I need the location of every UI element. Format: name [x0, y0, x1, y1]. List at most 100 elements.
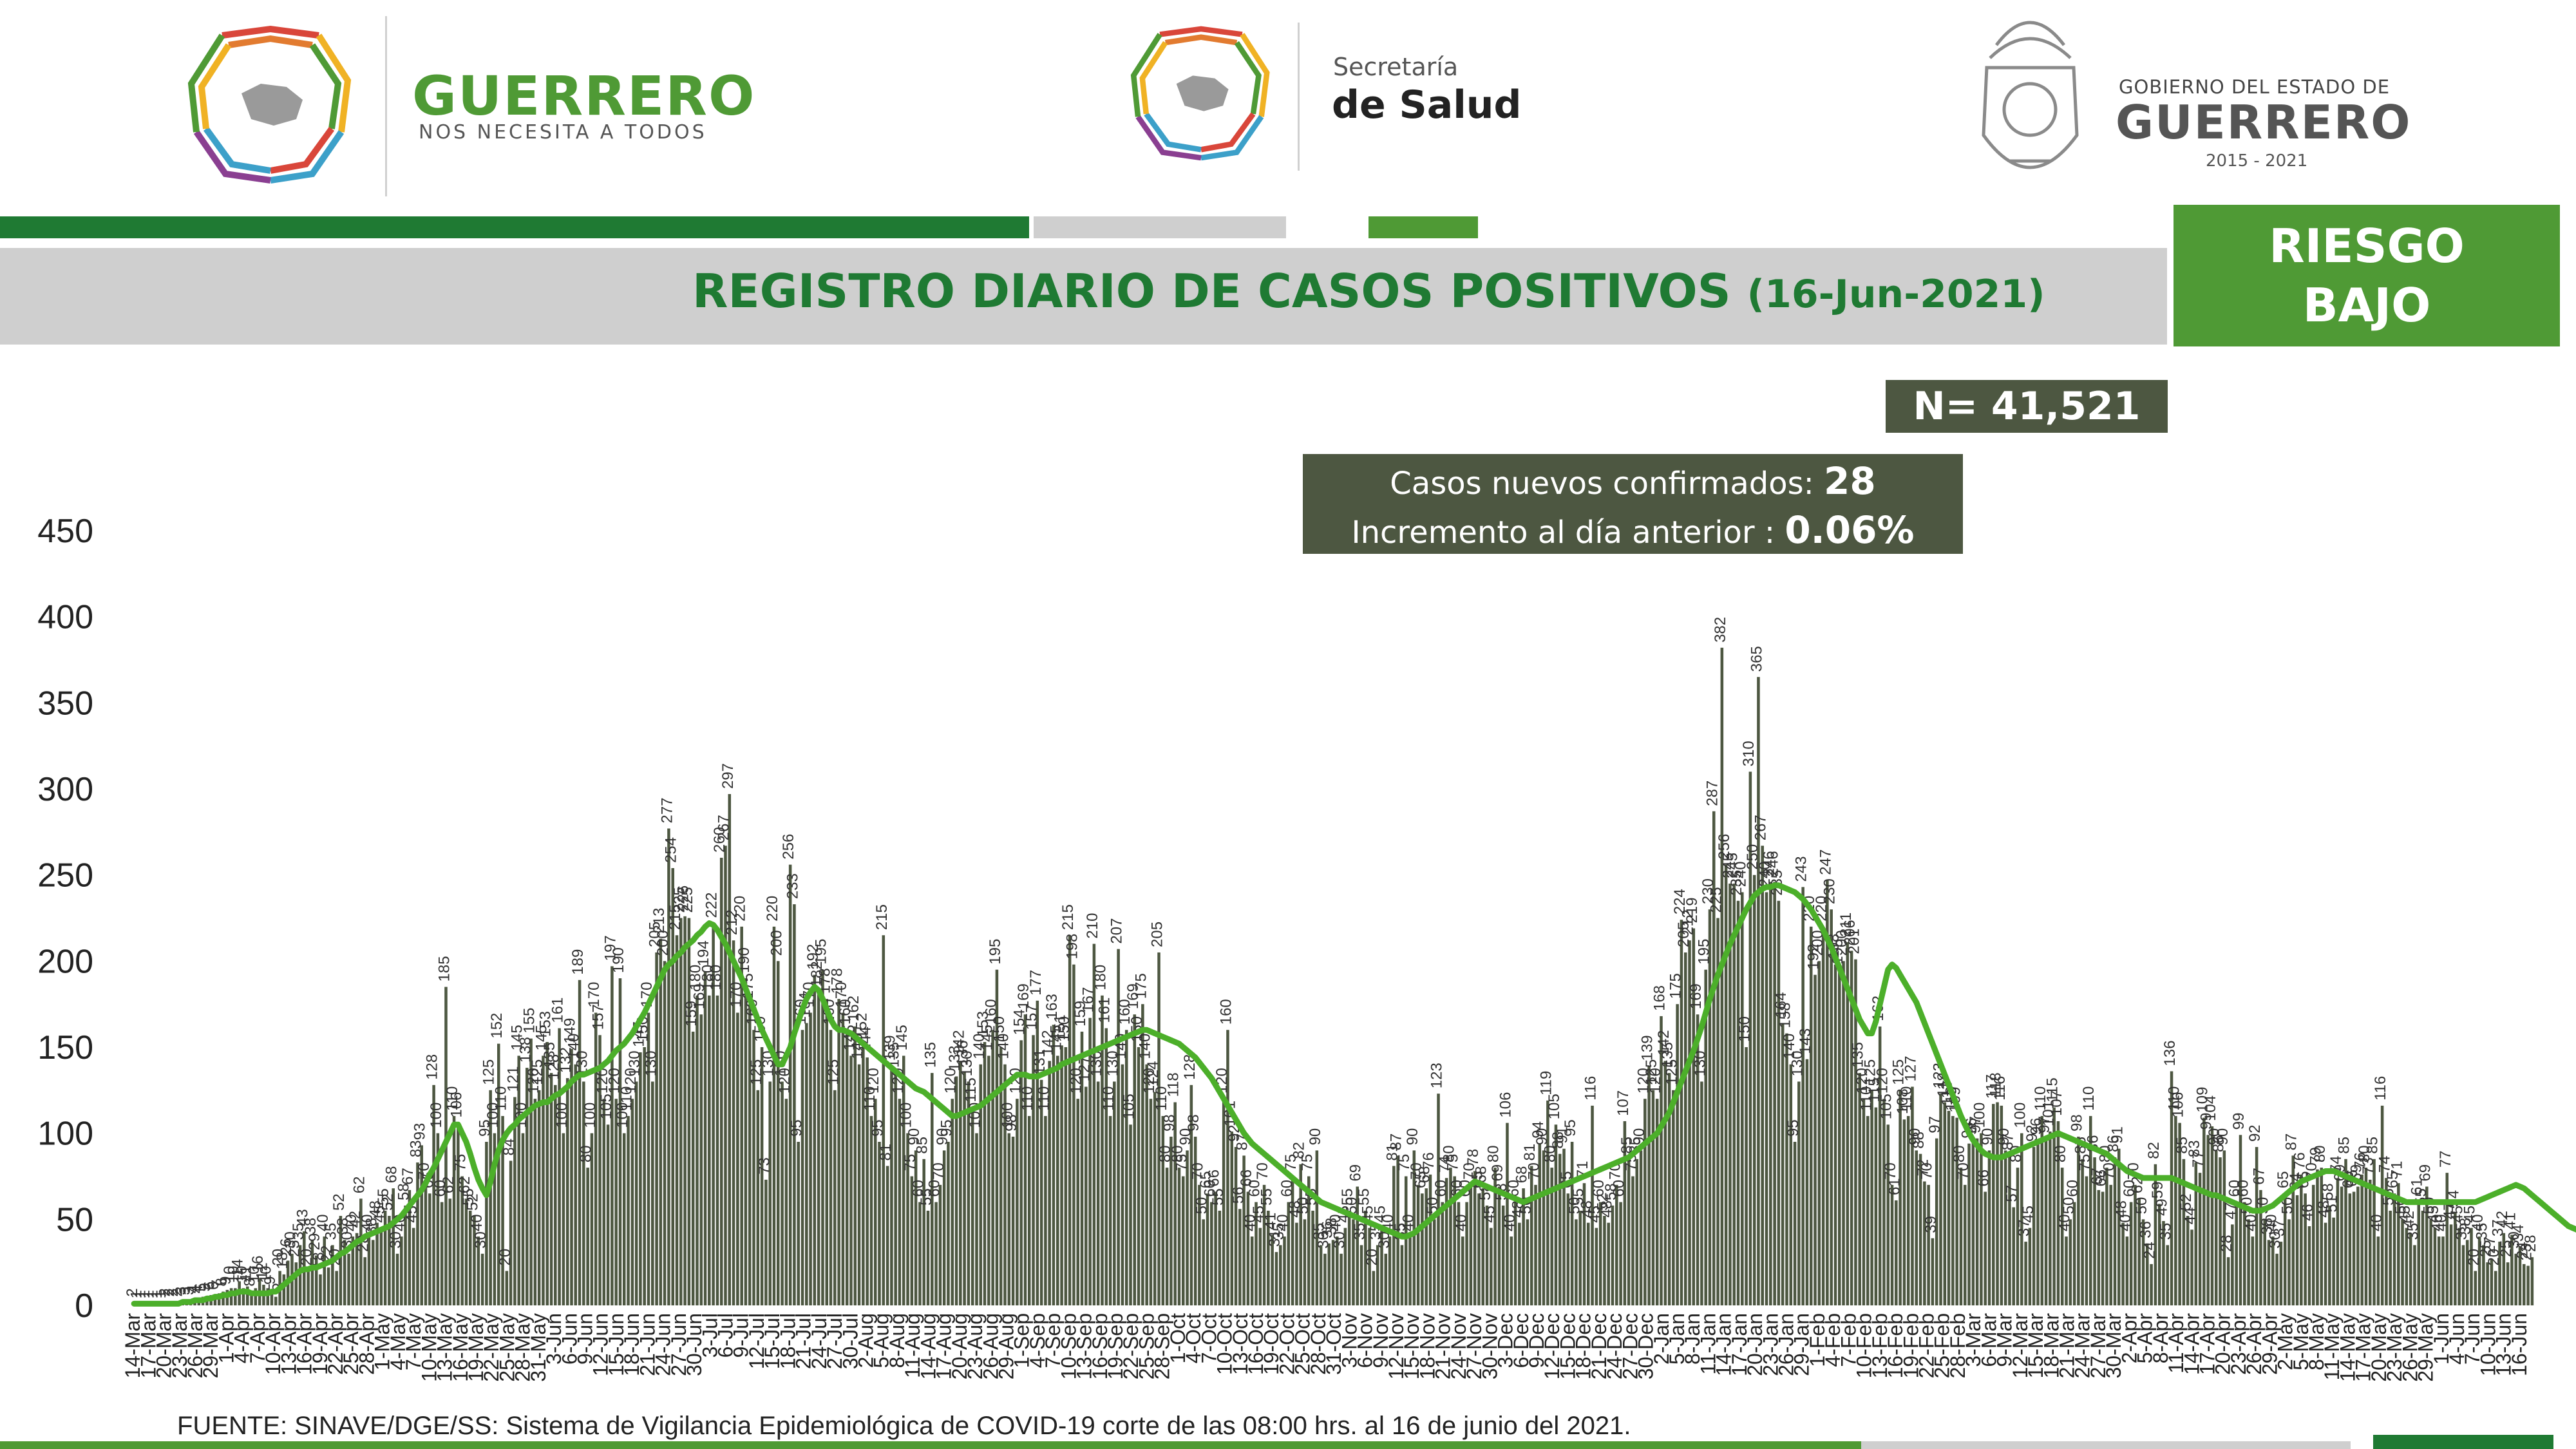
bar: [1667, 1073, 1671, 1305]
bar: [606, 1124, 610, 1305]
bar-value-label: 230: [1700, 878, 1717, 904]
bar-value-label: 160: [983, 999, 1000, 1025]
bar-value-label: 50: [2133, 1197, 2150, 1215]
bar: [1984, 1191, 1987, 1305]
bar-value-label: 136: [2161, 1040, 2179, 1066]
x-tick-label: 18-Jul: [776, 1313, 799, 1369]
bar-value-label: 52: [379, 1193, 396, 1211]
bar: [347, 1253, 350, 1305]
bar-value-label: 31: [1266, 1229, 1283, 1247]
bar-value-label: 40: [2262, 1214, 2280, 1231]
bar-value-label: 220: [764, 896, 781, 922]
bar: [817, 992, 820, 1305]
bar-value-label: 10: [245, 1266, 263, 1283]
bar-value-label: 72: [1914, 1159, 1931, 1177]
bar: [1444, 1178, 1448, 1305]
bar: [1258, 1227, 1262, 1305]
bar: [2146, 1243, 2149, 1305]
bar-value-label: 140: [1781, 1034, 1798, 1059]
bar-value-label: 55: [1209, 1188, 1227, 1206]
x-tick-label: 31-Oct: [1322, 1313, 1345, 1375]
bar-value-label: 115: [1866, 1077, 1883, 1102]
bar: [229, 1288, 233, 1305]
bar-value-label: 75: [1396, 1154, 1413, 1171]
bar: [1323, 1253, 1327, 1305]
bar: [805, 1023, 808, 1305]
bar-value-label: 120: [1853, 1068, 1871, 1094]
bar-value-label: 142: [1655, 1030, 1672, 1056]
bar-value-label: 158: [1776, 1003, 1794, 1028]
bar-value-label: 212: [1680, 909, 1697, 935]
x-tick-label: 24-Mar: [2071, 1313, 2094, 1379]
bar: [849, 1056, 853, 1305]
bar: [1497, 1186, 1501, 1305]
bar: [1441, 1202, 1444, 1305]
bar: [975, 1133, 978, 1305]
bar: [1510, 1236, 1513, 1305]
bar-value-label: 185: [435, 956, 453, 981]
bar: [1955, 1117, 1958, 1305]
bar: [1372, 1271, 1376, 1305]
bar-value-label: 125: [1862, 1059, 1879, 1085]
bar-value-label: 107: [2048, 1090, 2065, 1116]
bar: [1072, 964, 1075, 1305]
bar: [1769, 882, 1772, 1305]
bar-value-label: 207: [1108, 918, 1126, 944]
daily-stats-box: Casos nuevos confirmados: 28 Incremento …: [1303, 454, 1963, 554]
x-tick-label: 10-Feb: [1853, 1313, 1876, 1378]
bar: [2186, 1215, 2190, 1305]
bar-value-label: 118: [1165, 1072, 1182, 1097]
bar-value-label: 71: [2388, 1160, 2405, 1178]
bar: [906, 1133, 909, 1305]
bar-value-label: 201: [1845, 929, 1862, 954]
bar-value-label: 9: [217, 1276, 234, 1285]
bar: [2356, 1186, 2360, 1305]
bar: [813, 974, 817, 1305]
bar-value-label: 38: [334, 1218, 352, 1235]
bar-value-label: 4: [189, 1285, 206, 1293]
bar-value-label: 5: [196, 1283, 214, 1291]
bar-value-label: 76: [1420, 1152, 1437, 1170]
bar-value-label: 81: [1383, 1144, 1401, 1161]
bar-value-label: 87: [2283, 1133, 2300, 1151]
bar: [501, 1115, 504, 1305]
x-tick-label: 9-Dec: [1525, 1313, 1548, 1368]
bar: [1274, 1252, 1278, 1305]
bar-value-label: 100: [582, 1103, 599, 1128]
top-stripe-gray: [1034, 216, 1286, 238]
bar-value-label: 45: [2449, 1206, 2467, 1223]
bar-value-label: 136: [954, 1040, 972, 1066]
bar: [797, 1142, 800, 1305]
bar: [1396, 1155, 1399, 1305]
bar-value-label: 254: [663, 837, 680, 863]
bar-value-label: 30: [1331, 1231, 1349, 1249]
x-tick-label: 14-Apr: [2180, 1313, 2203, 1375]
bar-value-label: 20: [2485, 1249, 2503, 1266]
bar: [2514, 1253, 2517, 1305]
bar: [383, 1210, 387, 1305]
bar: [622, 1133, 626, 1305]
bar-value-label: 100: [1971, 1103, 1988, 1128]
bar: [1157, 952, 1160, 1305]
bar-value-label: 95: [869, 1119, 887, 1137]
bar: [2251, 1236, 2255, 1305]
bar: [480, 1253, 484, 1305]
bar-value-label: 30: [2506, 1231, 2523, 1249]
bar: [772, 926, 776, 1305]
bar: [1380, 1227, 1383, 1305]
bar: [367, 1236, 371, 1305]
bar: [1595, 1227, 1598, 1305]
bar-value-label: 310: [1740, 741, 1757, 766]
bar: [1935, 1138, 1938, 1305]
bar-value-label: 85: [2336, 1137, 2353, 1154]
x-tick-label: 23-Apr: [2227, 1313, 2250, 1375]
bar-value-label: 37: [2271, 1219, 2288, 1236]
bar-value-label: 100: [614, 1103, 631, 1128]
state-seal-icon: [1982, 21, 2079, 169]
bar-value-label: 66: [2092, 1170, 2110, 1187]
bar: [549, 1073, 553, 1305]
bar: [2109, 1184, 2112, 1305]
bar-value-label: 233: [784, 873, 801, 899]
bar: [898, 1099, 902, 1305]
bar-value-label: 60: [926, 1180, 943, 1197]
